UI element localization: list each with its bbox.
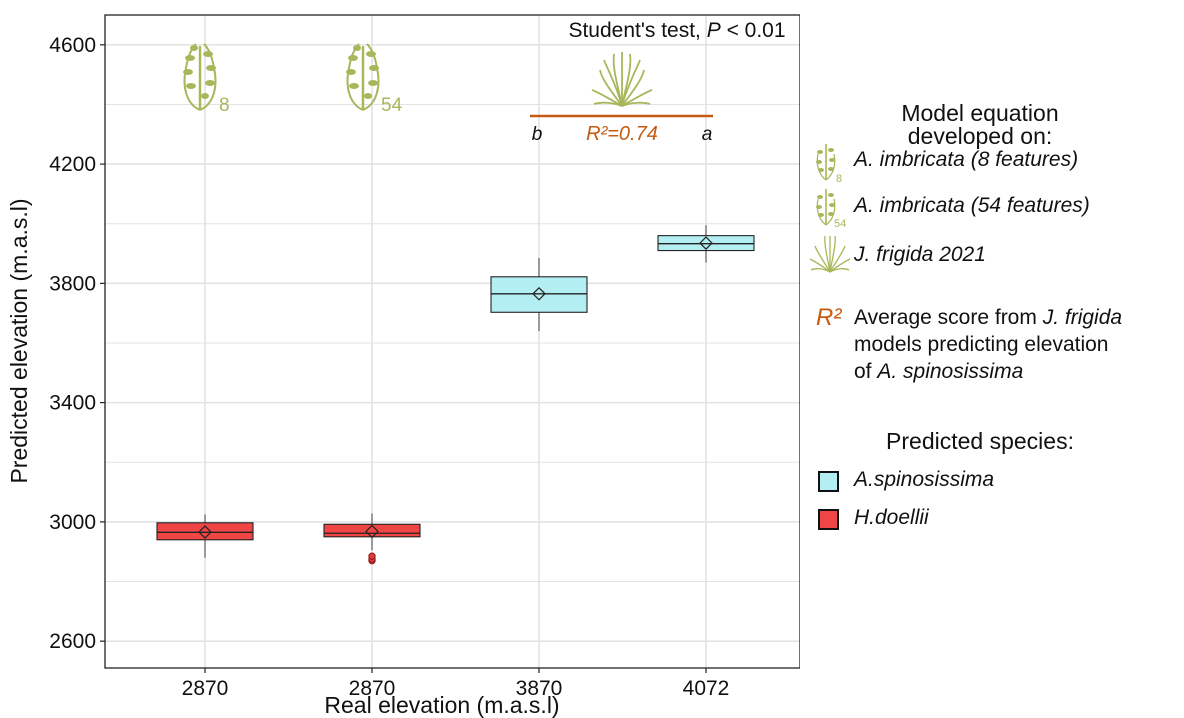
icon-label-8: 8 (219, 95, 230, 116)
mean-marker (365, 524, 379, 539)
box-iqr (156, 522, 254, 541)
mean-marker (532, 286, 546, 301)
boxes (156, 225, 755, 565)
y-tick-label: 3400 (49, 392, 96, 415)
legend: Model equation developed on: 8 A. imbric… (800, 0, 1184, 718)
legend-label: A. imbricata (54 features) (854, 194, 1090, 217)
legend-label: H.doellii (854, 506, 929, 529)
plant-icon-imbricata-8 (183, 43, 217, 111)
x-tick-label: 2870 (182, 677, 229, 700)
box-2 (323, 513, 421, 565)
legend-title-model: Model equation developed on: (901, 100, 1059, 149)
y-axis-label: Predicted elevation (m.a.s.l) (6, 198, 32, 483)
x-tick-label: 4072 (683, 677, 730, 700)
box-1 (156, 514, 254, 558)
plant-icon-frigida (591, 52, 653, 107)
y-tick-label: 2600 (49, 630, 96, 653)
y-tick-label: 3800 (49, 272, 96, 295)
box-3 (490, 258, 588, 332)
legend-label: A.spinosissima (854, 468, 995, 491)
box-iqr (490, 276, 588, 313)
x-axis: 2870 2870 3870 4072 (182, 668, 730, 700)
boxplot-chart: 2600 3000 3400 3800 4200 4600 2870 2870 3870 407… (6, 14, 800, 718)
svg-text:54: 54 (834, 218, 846, 229)
r2-value: R²=0.74 (586, 123, 658, 145)
mean-marker (198, 525, 212, 539)
legend-title-species: Predicted species: (886, 428, 1074, 454)
x-axis-label: Real elevation (m.a.s.l) (324, 692, 559, 718)
grid (105, 15, 800, 668)
icon-label-54: 54 (381, 95, 403, 116)
test-annotation: Student's test, P < 0.01 (568, 19, 785, 42)
plant-icon: 8 (816, 144, 842, 184)
mean-marker (699, 236, 713, 250)
plant-icon-imbricata-54 (346, 43, 380, 111)
plant-icon (809, 235, 851, 273)
swatch-spinosissima (818, 471, 839, 492)
y-tick-label: 4200 (49, 153, 96, 176)
y-tick-label: 3000 (49, 511, 96, 534)
svg-text:8: 8 (836, 173, 842, 184)
letter-a: a (702, 124, 713, 145)
outlier-point (368, 552, 376, 560)
plot-panel (104, 14, 800, 669)
legend-label: J. frigida 2021 (854, 243, 986, 266)
legend-label: A. imbricata (8 features) (854, 148, 1079, 171)
box-4 (657, 225, 755, 263)
y-axis: 2600 3000 3400 3800 4200 4600 (49, 34, 105, 653)
letter-b: b (532, 124, 543, 145)
annotation: Student's test, P < 0.01 8 54 (183, 19, 786, 145)
x-tick-label: 3870 (516, 677, 563, 700)
y-tick-label: 4600 (49, 34, 96, 57)
plant-icon: 54 (816, 189, 846, 229)
swatch-doellii (818, 509, 839, 530)
r2-symbol: R² (816, 304, 842, 331)
x-tick-label: 2870 (349, 677, 396, 700)
r2-note-text: Average score from J. frigida models pre… (854, 306, 1123, 383)
